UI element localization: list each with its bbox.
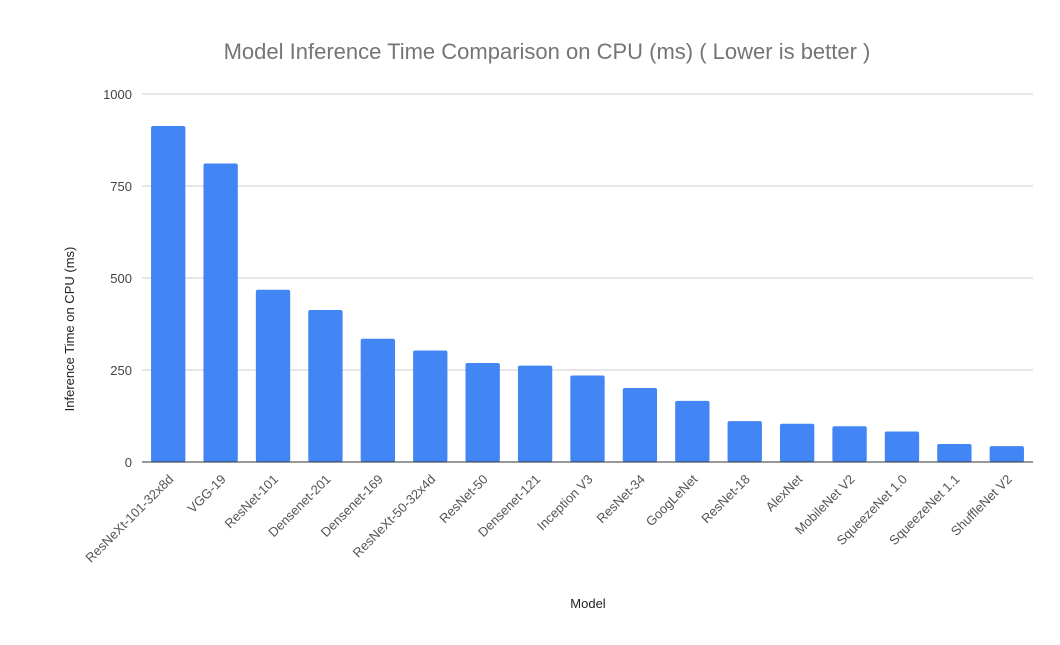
- bar: ResNet-101: 468: [255, 289, 291, 462]
- bar: AlexNet: 104: [779, 423, 815, 462]
- bars: ResNeXt-101-32x8d: 913 VGG-19: 811 ResNet-…: [151, 126, 1024, 463]
- bar: ResNeXt-50-32x4d: 303: [413, 350, 448, 462]
- x-category-label: ResNet-50: [436, 472, 491, 527]
- x-category-label: ResNeXt-101-32x8d: [82, 472, 176, 566]
- bar: Densenet-201: 413: [308, 310, 343, 462]
- x-category-label: ResNet-18: [698, 472, 753, 527]
- bar: Densenet-169: 335: [360, 338, 396, 462]
- bar: ResNet-34: 201: [622, 388, 658, 462]
- x-category-label: Inception V3: [534, 472, 596, 534]
- x-category-label: GoogLeNet: [643, 471, 701, 529]
- y-tick-label: 250: [110, 363, 132, 378]
- bar: SqueezeNet 1.0: 83: [884, 431, 920, 462]
- y-tick-label: 0: [125, 455, 132, 470]
- bar: MobileNet V2: 97: [832, 426, 867, 462]
- y-tick-label: 500: [110, 271, 132, 286]
- x-axis-category-labels: ResNeXt-101-32x8d VGG-19ResNet-101Densene…: [82, 471, 1014, 565]
- bar: Inception V3: 235: [570, 375, 605, 462]
- bar: ResNet-50: 269: [465, 363, 500, 462]
- x-category-label: VGG-19: [184, 472, 228, 516]
- bar: Densenet-121: 262: [517, 365, 553, 462]
- y-axis-ticks: 0 250 500 750 1000: [103, 87, 132, 470]
- bar: SqueezeNet 1.1: 49: [937, 443, 972, 462]
- bar: VGG-19: 811: [203, 163, 238, 462]
- y-tick-label: 1000: [103, 87, 132, 102]
- x-axis-title: Model: [570, 596, 606, 611]
- y-axis-title: Inference Time on CPU (ms): [62, 247, 77, 412]
- bar: ShuffleNet V2: 43: [989, 446, 1024, 462]
- y-tick-label: 750: [110, 179, 132, 194]
- bar: ResNet-18: 111: [727, 421, 762, 462]
- x-category-label: AlexNet: [762, 471, 805, 514]
- gridlines: [142, 93, 1033, 371]
- bar: ResNeXt-101-32x8d: 913: [151, 126, 186, 463]
- bar: GoogLeNet: 166: [675, 400, 710, 462]
- chart-title: Model Inference Time Comparison on CPU (…: [224, 39, 871, 64]
- x-category-label: ResNet-34: [593, 472, 648, 527]
